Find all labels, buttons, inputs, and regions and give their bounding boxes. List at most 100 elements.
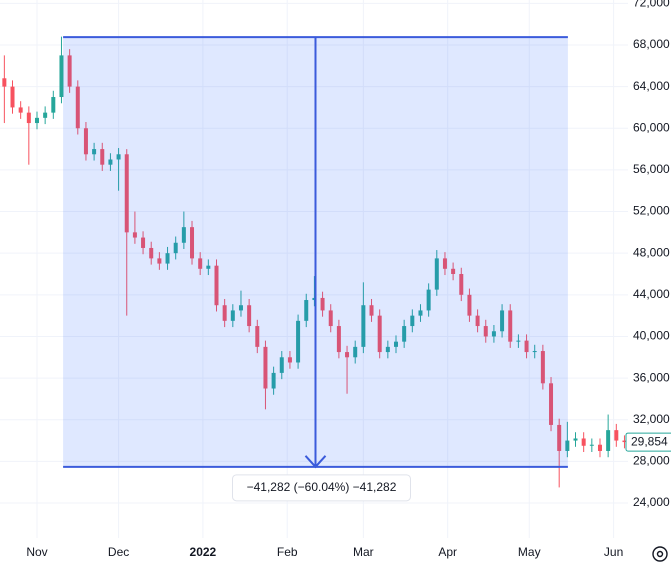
candle-body [263, 346, 268, 389]
gear-center [656, 550, 664, 558]
candle-body [100, 149, 105, 165]
candle-body [247, 305, 252, 327]
candle-body [157, 258, 162, 264]
candle-body [108, 159, 113, 165]
candle-body [173, 242, 178, 254]
candle-body [500, 310, 505, 332]
candle-body [581, 438, 586, 446]
x-tick-label: May [518, 545, 541, 559]
y-tick-label: 56,000 [633, 162, 670, 176]
candle-body [43, 112, 48, 118]
measure-tool: −41,282 (−60.04%) −41,282 [63, 36, 568, 502]
candle-body [255, 326, 260, 347]
candle-body [524, 340, 529, 353]
candle-body [475, 315, 480, 327]
y-tick-label: 32,000 [633, 412, 670, 426]
candle-body [198, 258, 203, 269]
candle-body [26, 112, 31, 124]
candle-body [59, 55, 64, 98]
candle-body [345, 352, 350, 358]
candle-body [410, 315, 415, 327]
y-tick-label: 52,000 [633, 204, 670, 218]
candle-body [418, 310, 423, 316]
candle-body [353, 346, 358, 358]
y-tick-label: 68,000 [633, 37, 670, 51]
candle-body [116, 154, 121, 160]
candle-body [222, 305, 227, 321]
y-tick-label: 64,000 [633, 79, 670, 93]
candle-body [369, 305, 374, 316]
candle-body [508, 310, 513, 342]
x-tick-label: Apr [438, 545, 457, 559]
candle-body [51, 97, 56, 113]
candle-body [238, 305, 243, 311]
candle-body [434, 258, 439, 290]
y-tick-label: 28,000 [633, 454, 670, 468]
y-tick-label: 44,000 [633, 287, 670, 301]
candle-body [549, 383, 554, 425]
measure-arrow-head [304, 455, 327, 469]
measure-label-box [231, 474, 411, 502]
candle-body [312, 297, 317, 301]
candle-body [34, 117, 39, 124]
x-tick-label: Nov [26, 545, 47, 559]
candle-body [402, 326, 407, 342]
last-price-box [625, 432, 671, 452]
x-tick-label: Dec [108, 545, 129, 559]
measure-label: −41,282 (−60.04%) −41,282 [247, 480, 397, 494]
candle-body [141, 237, 146, 248]
candle-body [206, 265, 211, 269]
candle-body [181, 227, 186, 243]
candle-body [279, 357, 284, 373]
x-tick-label: Jun [604, 545, 623, 559]
candle-body [516, 340, 521, 342]
candle-body [540, 351, 545, 384]
candle-body [67, 55, 72, 87]
y-tick-label: 60,000 [633, 120, 670, 134]
candle-body [459, 273, 464, 295]
x-tick-label: Mar [353, 545, 374, 559]
candle-body [320, 297, 325, 311]
y-tick-label: 24,000 [633, 495, 670, 509]
candle-body [385, 346, 390, 353]
candle-body [565, 440, 570, 451]
candle-body [426, 289, 431, 311]
y-tick-label: 72,000 [633, 0, 670, 10]
x-tick-label: 2022 [190, 545, 217, 559]
candle-body [557, 424, 562, 451]
candle-body [467, 294, 472, 316]
grid [0, 0, 628, 538]
candle-body [336, 326, 341, 353]
candle-body [377, 315, 382, 353]
candle-body [573, 438, 578, 441]
candle-body [394, 341, 399, 347]
candle-body [606, 430, 611, 451]
last-price-label: 29,854 [631, 434, 668, 448]
candle-body [451, 268, 456, 274]
candle-body [18, 107, 23, 113]
candle-body [296, 320, 301, 363]
candle-body [304, 300, 309, 321]
candle-body [2, 78, 7, 87]
candle-body [10, 86, 15, 108]
gear-outline [652, 546, 668, 562]
candle-body [92, 149, 97, 155]
x-tick-label: Feb [277, 545, 298, 559]
candle-body [75, 86, 80, 129]
candle-body [124, 154, 129, 233]
candle-body [132, 232, 137, 238]
candle-body [532, 351, 537, 353]
axes: 24,000 28,000 32,000 36,000 40,000 44,000 48,0… [26, 0, 671, 559]
candles [2, 36, 627, 488]
candle-body [190, 227, 195, 259]
candle-body [491, 331, 496, 337]
candle-body [214, 265, 219, 306]
settings-icon[interactable] [652, 546, 668, 562]
candle-body [442, 258, 447, 269]
candle-body [597, 444, 602, 451]
y-tick-label: 36,000 [633, 370, 670, 384]
y-tick-label: 40,000 [633, 329, 670, 343]
y-tick-label: 48,000 [633, 245, 670, 259]
